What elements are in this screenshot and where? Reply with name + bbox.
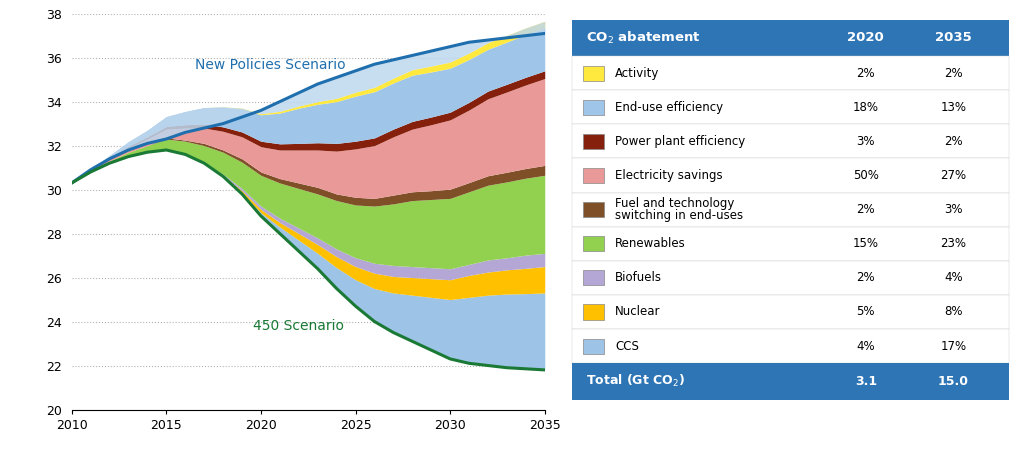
Text: Electricity savings: Electricity savings (615, 169, 723, 182)
Bar (584, 270, 604, 285)
Bar (572, 363, 1010, 399)
Bar (584, 66, 604, 81)
Bar (572, 90, 1010, 124)
Text: 15%: 15% (853, 237, 879, 250)
Bar (572, 158, 1010, 192)
Text: 2035: 2035 (935, 31, 972, 44)
Bar (572, 20, 1010, 56)
Bar (572, 295, 1010, 329)
Text: 17%: 17% (940, 339, 967, 353)
Bar (584, 134, 604, 149)
Text: Biofuels: Biofuels (615, 271, 663, 284)
Text: Fuel and technology: Fuel and technology (615, 197, 734, 210)
Text: 18%: 18% (853, 101, 879, 114)
Bar (572, 261, 1010, 295)
Text: Renewables: Renewables (615, 237, 686, 250)
Bar (584, 168, 604, 183)
Bar (572, 329, 1010, 363)
Bar (584, 202, 604, 217)
Text: CCS: CCS (615, 339, 639, 353)
Bar (584, 304, 604, 319)
Text: 2%: 2% (856, 203, 876, 216)
Text: 27%: 27% (940, 169, 967, 182)
Text: 3.1: 3.1 (855, 375, 877, 388)
Text: 4%: 4% (944, 271, 963, 284)
Text: 4%: 4% (856, 339, 876, 353)
Text: 50%: 50% (853, 169, 879, 182)
Text: 2%: 2% (944, 66, 963, 80)
Bar (572, 227, 1010, 261)
Text: 23%: 23% (940, 237, 967, 250)
Text: CO$_2$ abatement: CO$_2$ abatement (586, 30, 700, 46)
Text: Total (Gt CO$_2$): Total (Gt CO$_2$) (586, 374, 685, 389)
Text: switching in end-uses: switching in end-uses (615, 209, 743, 222)
Bar (572, 124, 1010, 158)
Text: 13%: 13% (940, 101, 967, 114)
Bar (584, 236, 604, 251)
Text: 2%: 2% (856, 66, 876, 80)
Bar (572, 56, 1010, 90)
Text: New Policies Scenario: New Policies Scenario (195, 58, 346, 72)
Bar (584, 100, 604, 115)
Text: 3%: 3% (856, 135, 876, 148)
Y-axis label: Gt: Gt (31, 0, 47, 2)
Text: 2%: 2% (856, 271, 876, 284)
Text: Power plant efficiency: Power plant efficiency (615, 135, 745, 148)
Text: 450 Scenario: 450 Scenario (253, 319, 344, 334)
Text: Activity: Activity (615, 66, 659, 80)
Bar (584, 339, 604, 354)
Text: 15.0: 15.0 (938, 375, 969, 388)
Text: 3%: 3% (944, 203, 963, 216)
Text: 2%: 2% (944, 135, 963, 148)
Text: 8%: 8% (944, 305, 963, 318)
Text: 5%: 5% (856, 305, 876, 318)
Text: 2020: 2020 (848, 31, 884, 44)
Bar (572, 192, 1010, 227)
Text: End-use efficiency: End-use efficiency (615, 101, 723, 114)
Text: Nuclear: Nuclear (615, 305, 660, 318)
